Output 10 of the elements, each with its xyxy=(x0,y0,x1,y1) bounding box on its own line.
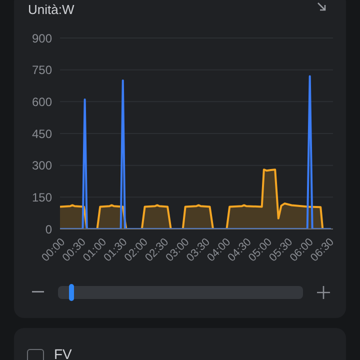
y-tick-label: 900 xyxy=(32,31,52,46)
y-tick-label: 750 xyxy=(32,63,52,78)
y-tick-label: 150 xyxy=(32,190,52,204)
y-tick-label: 450 xyxy=(32,126,52,141)
y-axis-title: Unità:W xyxy=(28,2,74,17)
line-series xyxy=(60,75,332,229)
y-tick-label: 300 xyxy=(32,158,52,173)
text: FV xyxy=(54,346,72,360)
y-tick-label: 0 xyxy=(45,222,52,236)
y-tick-label: 600 xyxy=(32,94,52,109)
